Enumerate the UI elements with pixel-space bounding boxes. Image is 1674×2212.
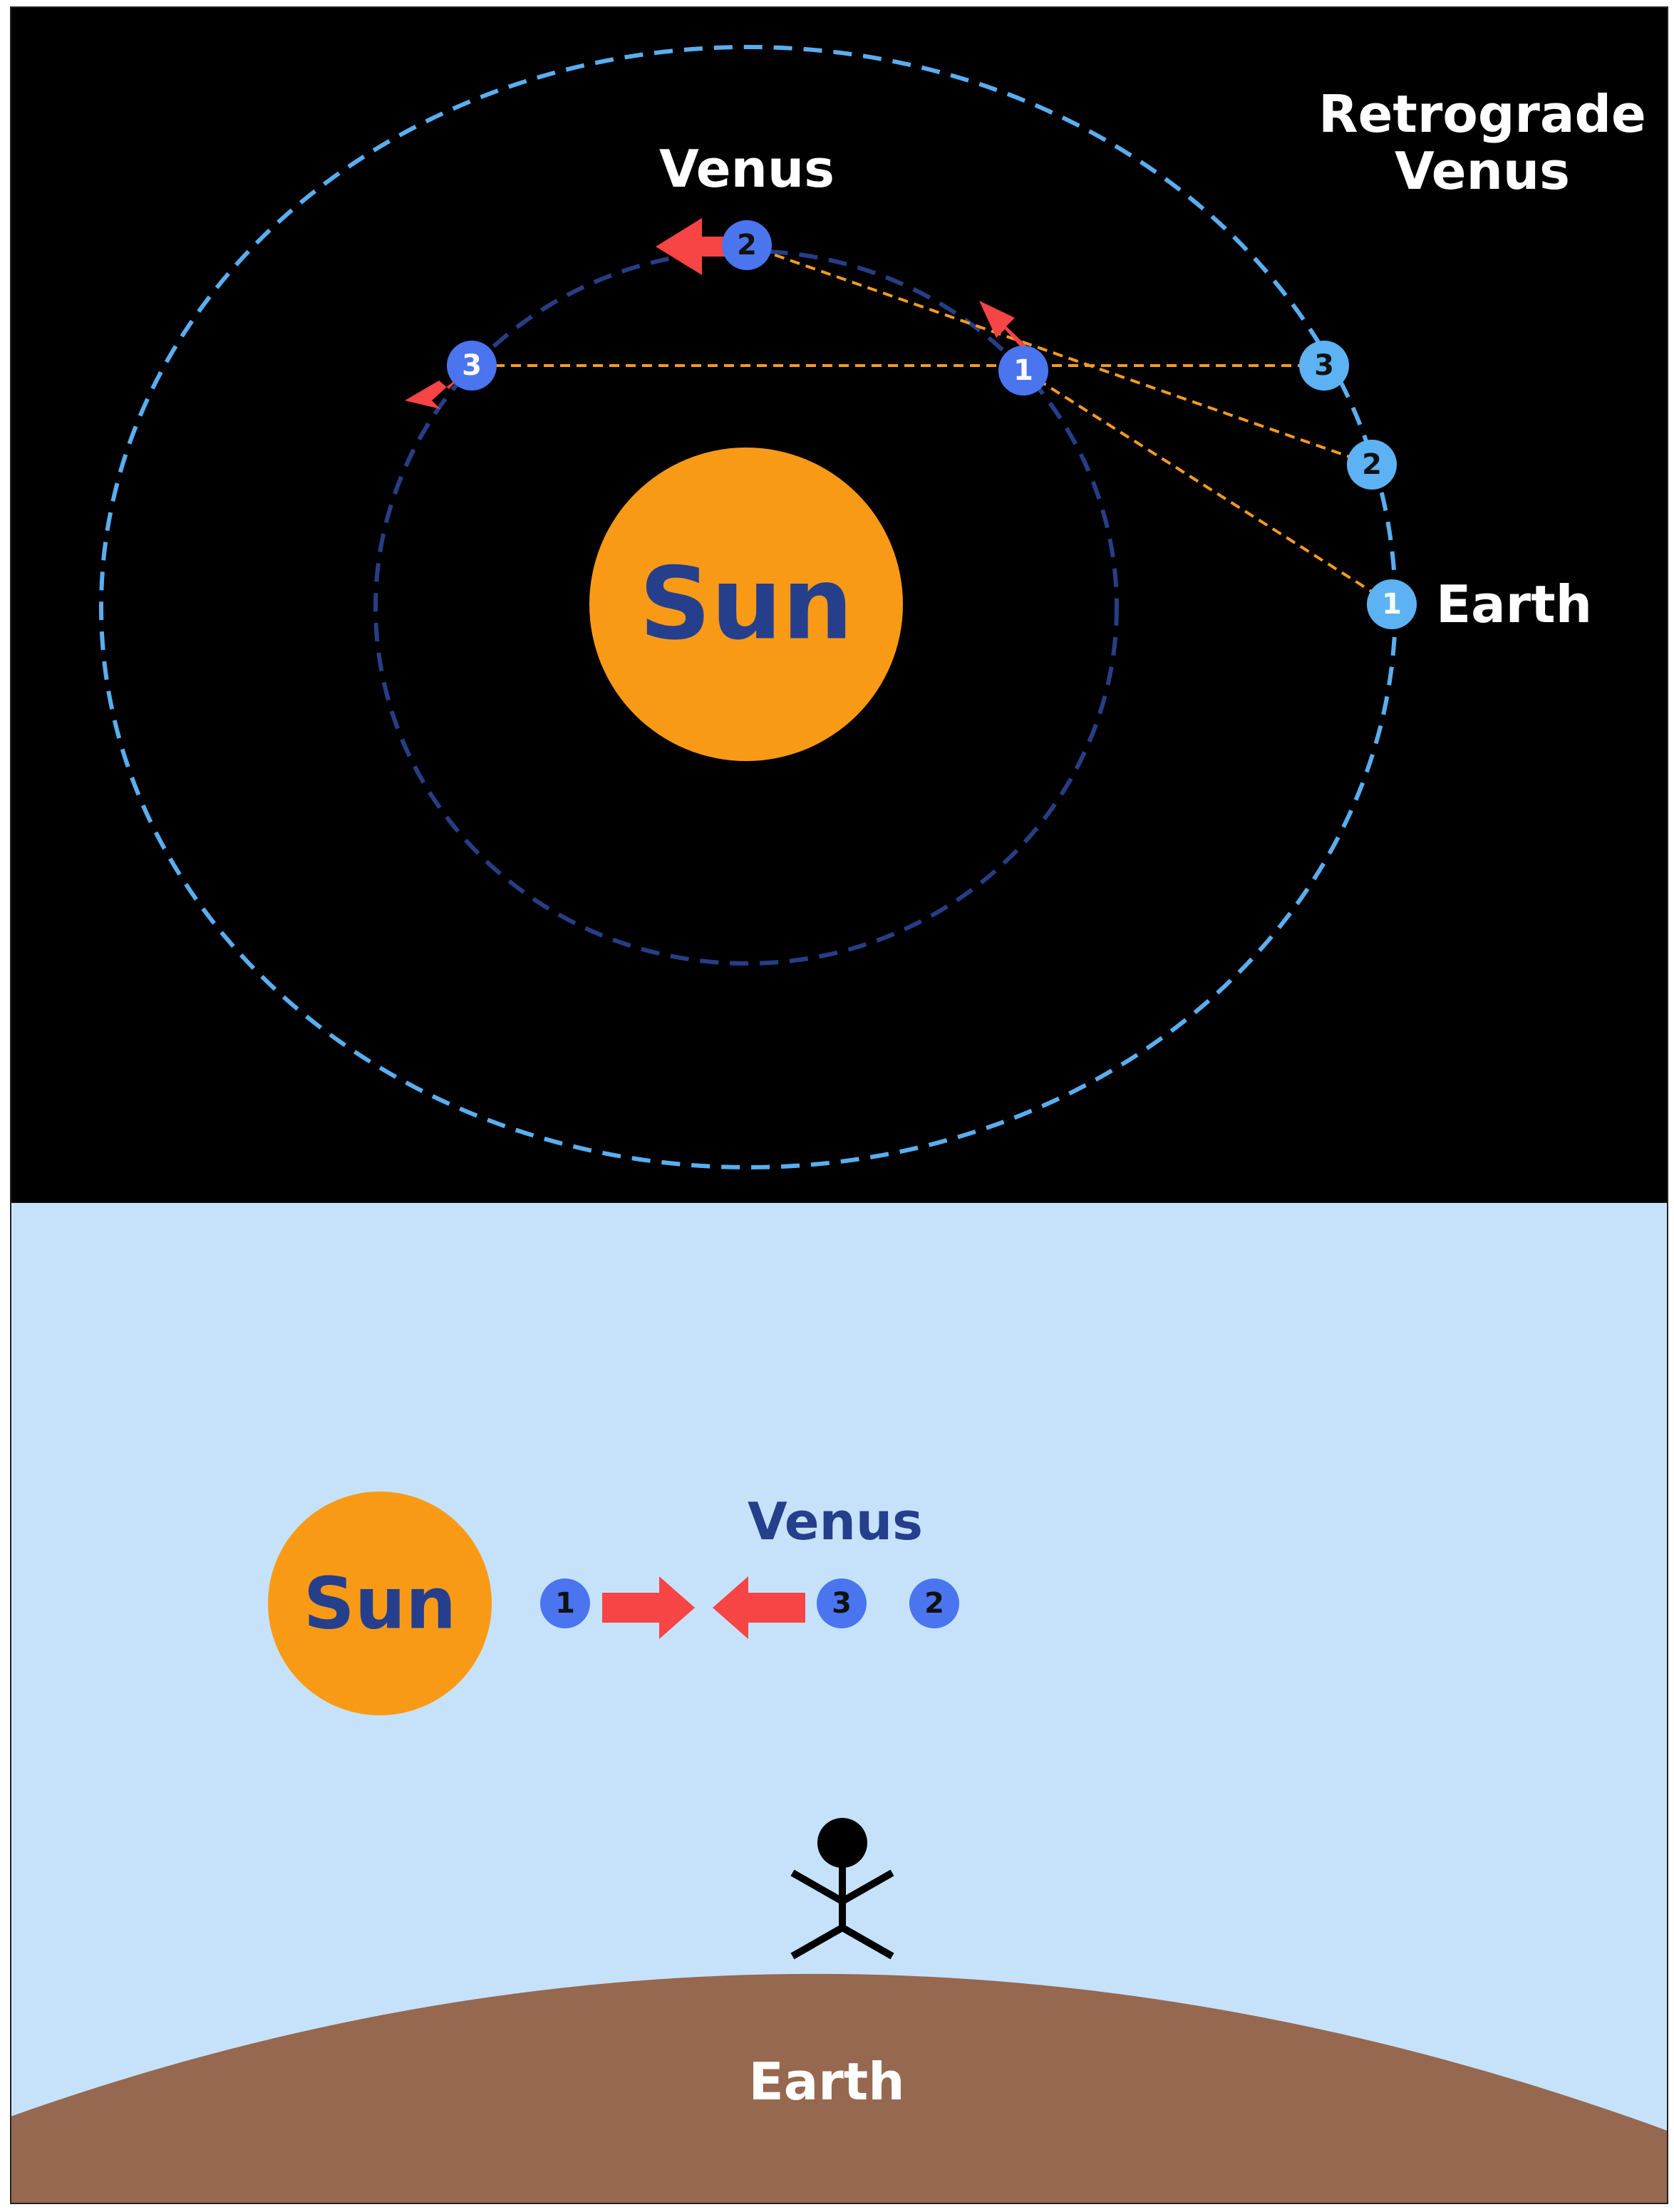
venus-position-3: 3: [447, 341, 497, 391]
earth-marker-number: 3: [1314, 349, 1334, 382]
earth-marker-number: 1: [1382, 588, 1402, 621]
venus-position-1: 1: [998, 346, 1048, 396]
earth-label-top: Earth: [1436, 574, 1592, 634]
bottom-panel: Earth Sun Venus 1 3 2: [11, 1203, 1668, 2203]
earth-marker-number: 2: [1362, 448, 1382, 481]
sun-label: Sun: [639, 547, 853, 663]
sun-label-bottom: Sun: [304, 1562, 456, 1645]
arrow-right: [602, 1576, 695, 1639]
observer-arm-right: [840, 1869, 894, 1905]
title-line-2: Venus: [1395, 141, 1570, 201]
observer-leg-left: [790, 1924, 844, 1960]
top-panel: Sun 1 2 3 1 2 3: [11, 7, 1668, 1203]
observer-head: [817, 1818, 867, 1868]
earth-marker: [1367, 579, 1417, 629]
motion-arrow-at-3: [405, 373, 463, 409]
motion-arrow-at-1: [979, 301, 1033, 356]
venus-marker-number: 2: [924, 1587, 944, 1620]
title-line-1: Retrograde: [1318, 84, 1646, 144]
earth-ground: [11, 1973, 1668, 2203]
venus-marker: [447, 341, 497, 391]
venus-marker-number: 3: [462, 349, 482, 382]
venus-marker-number: 2: [737, 229, 757, 262]
venus-position-2: 2: [722, 220, 772, 270]
earth-label-bottom: Earth: [749, 2052, 905, 2112]
sky-venus-position-2: 2: [909, 1578, 959, 1628]
sky-venus-position-3: 3: [817, 1578, 867, 1628]
venus-marker: [540, 1578, 590, 1628]
sun-in-sky: [268, 1492, 492, 1715]
venus-marker: [998, 346, 1048, 396]
arrow-left: [713, 1576, 805, 1639]
earth-marker: [1299, 341, 1349, 391]
venus-marker-number: 1: [555, 1587, 575, 1620]
sun: [589, 448, 903, 761]
apparent-motion-arrows: [602, 1576, 805, 1639]
venus-marker: [817, 1578, 867, 1628]
observer-arm-left: [790, 1869, 844, 1905]
venus-marker: [909, 1578, 959, 1628]
sight-line-2: [746, 244, 1373, 466]
earth-position-2: 2: [1347, 440, 1397, 490]
venus-label-top: Venus: [659, 139, 835, 199]
sky-venus-position-1: 1: [540, 1578, 590, 1628]
sight-lines: [472, 244, 1393, 606]
observer-leg-right: [840, 1924, 894, 1960]
earth-position-1: 1: [1367, 579, 1417, 629]
venus-marker-number: 1: [1013, 354, 1033, 387]
venus-marker-number: 3: [832, 1587, 852, 1620]
venus-marker: [722, 220, 772, 270]
sight-line-1: [1022, 369, 1393, 606]
figure-border: [10, 6, 1668, 2204]
venus-motion-arrows: [405, 218, 1033, 409]
earth-position-3: 3: [1299, 341, 1349, 391]
earth-marker: [1347, 440, 1397, 490]
observer-figure: [790, 1818, 894, 1960]
venus-label-bottom: Venus: [748, 1492, 923, 1551]
motion-arrow-at-2: [656, 218, 745, 275]
